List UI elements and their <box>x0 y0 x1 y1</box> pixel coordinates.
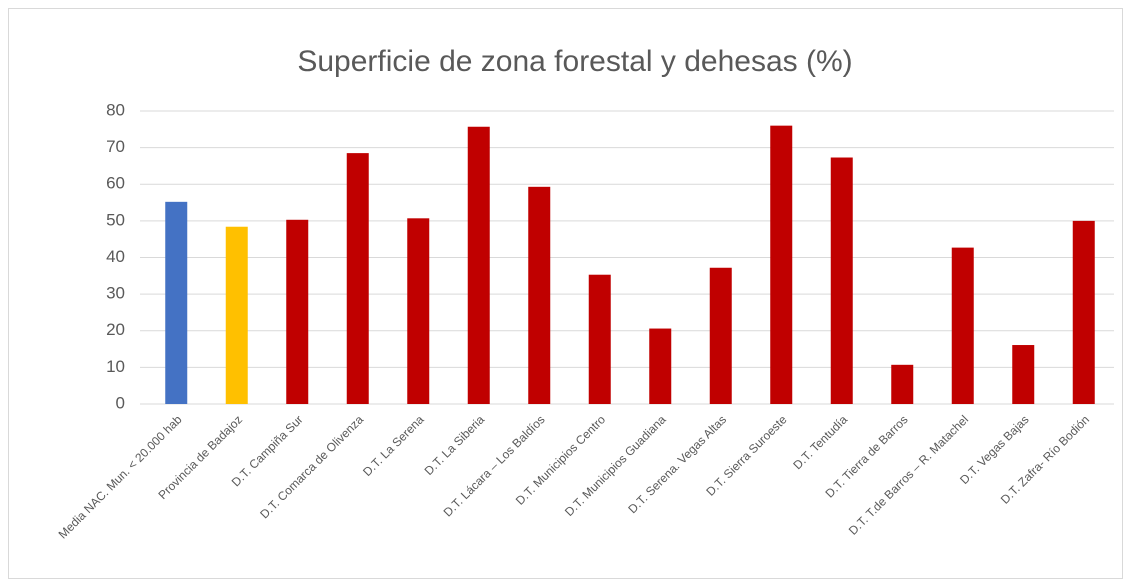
y-tick-label: 20 <box>106 320 125 339</box>
bar <box>709 267 732 404</box>
bar <box>286 219 309 404</box>
y-tick-label: 70 <box>106 137 125 156</box>
bar <box>1072 220 1095 404</box>
bar <box>225 226 248 404</box>
bar <box>588 274 611 404</box>
bar <box>528 186 551 404</box>
bar <box>649 328 672 404</box>
bar <box>346 153 369 404</box>
y-tick-label: 40 <box>106 247 125 266</box>
bar <box>830 157 853 404</box>
chart-title: Superficie de zona forestal y dehesas (%… <box>297 45 852 78</box>
bar <box>467 126 490 404</box>
bar <box>165 201 188 404</box>
y-tick-label: 80 <box>106 100 125 119</box>
y-tick-label: 10 <box>106 357 125 376</box>
bar <box>407 218 430 404</box>
y-tick-label: 0 <box>116 393 125 412</box>
bar <box>951 247 974 404</box>
chart-border <box>8 8 1123 579</box>
bar <box>1012 345 1035 404</box>
y-tick-label: 30 <box>106 284 125 303</box>
y-tick-label: 60 <box>106 174 125 193</box>
y-tick-label: 50 <box>106 210 125 229</box>
bar <box>891 364 914 404</box>
bar <box>770 125 793 405</box>
